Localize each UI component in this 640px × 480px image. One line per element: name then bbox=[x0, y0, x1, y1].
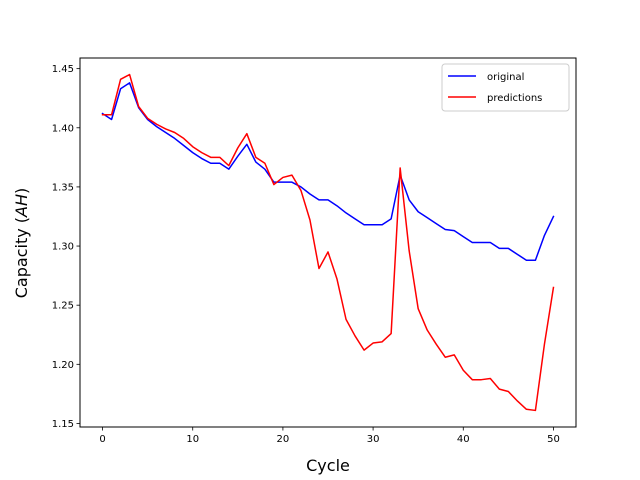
x-tick-label: 0 bbox=[99, 434, 105, 445]
y-tick-label: 1.15 bbox=[52, 419, 74, 430]
legend-label-original: original bbox=[487, 72, 524, 83]
y-tick-label: 1.25 bbox=[52, 301, 74, 312]
x-tick-label: 50 bbox=[547, 434, 560, 445]
x-tick-label: 30 bbox=[367, 434, 380, 445]
y-axis-label-suffix: ) bbox=[12, 188, 31, 194]
series-layer bbox=[101, 73, 555, 412]
y-tick-label: 1.40 bbox=[52, 123, 74, 134]
y-tick-label: 1.45 bbox=[52, 64, 74, 75]
x-axis-ticks: 0 10 20 30 40 50 bbox=[99, 427, 560, 445]
y-axis-ticks: 1.15 1.20 1.25 1.30 1.35 1.40 1.45 bbox=[52, 64, 80, 430]
y-axis-label: Capacity (AH) bbox=[12, 188, 31, 298]
y-axis-label-unit: AH bbox=[12, 194, 31, 218]
x-axis-label: Cycle bbox=[306, 456, 350, 475]
y-tick-label: 1.30 bbox=[52, 242, 74, 253]
y-tick-label: 1.35 bbox=[52, 182, 74, 193]
x-tick-label: 40 bbox=[457, 434, 470, 445]
y-tick-label: 1.20 bbox=[52, 360, 74, 371]
x-tick-label: 20 bbox=[277, 434, 290, 445]
y-axis-label-prefix: Capacity ( bbox=[12, 217, 31, 298]
series-line-predictions bbox=[101, 73, 555, 412]
series-line-original bbox=[101, 82, 555, 261]
legend-label-predictions: predictions bbox=[487, 93, 542, 104]
x-tick-label: 10 bbox=[186, 434, 199, 445]
legend: original predictions bbox=[441, 63, 570, 112]
plot-area-frame bbox=[79, 57, 577, 428]
